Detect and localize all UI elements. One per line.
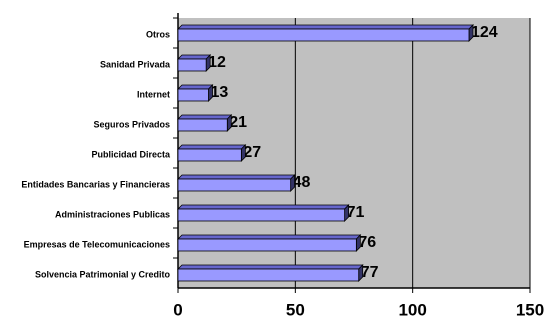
y-tick-label: Empresas de Telecomunicaciones [24,239,170,249]
bar [177,238,357,252]
value-label: 76 [358,234,376,251]
y-tick-label: Solvencia Patrimonial y Credito [35,269,171,279]
y-tick-label: Administraciones Publicas [55,209,170,219]
value-label: 48 [293,174,311,191]
y-tick-label: Publicidad Directa [91,149,171,159]
bar [177,148,242,162]
value-label: 12 [208,54,226,71]
bar [177,208,346,222]
bar [177,178,292,192]
bar [177,118,228,132]
bar-top [177,114,233,120]
bar [177,28,470,42]
value-label: 27 [243,144,261,161]
y-tick-label: Seguros Privados [93,119,170,129]
bar-top [177,84,214,90]
x-tick-label: 0 [173,300,182,319]
value-label: 21 [229,114,247,131]
y-tick-label: Internet [137,89,170,99]
value-label: 124 [471,24,498,41]
x-tick-label: 100 [398,300,426,319]
x-tick-label: 150 [516,300,544,319]
y-tick-label: Sanidad Privada [100,59,171,69]
bar-top [177,174,296,180]
y-tick-label: Entidades Bancarias y Financieras [21,179,170,189]
bar-top [177,204,350,210]
x-tick-label: 50 [286,300,305,319]
value-label: 71 [347,204,365,221]
bar [177,268,360,282]
bar-top [177,54,212,60]
value-label: 77 [361,264,379,281]
value-label: 13 [211,84,229,101]
y-tick-label: Otros [146,29,170,39]
bar [177,88,209,102]
bar [177,58,207,72]
bar-top [177,144,247,150]
bar-top [177,234,362,240]
bar-top [177,264,364,270]
bar-top [177,24,474,30]
